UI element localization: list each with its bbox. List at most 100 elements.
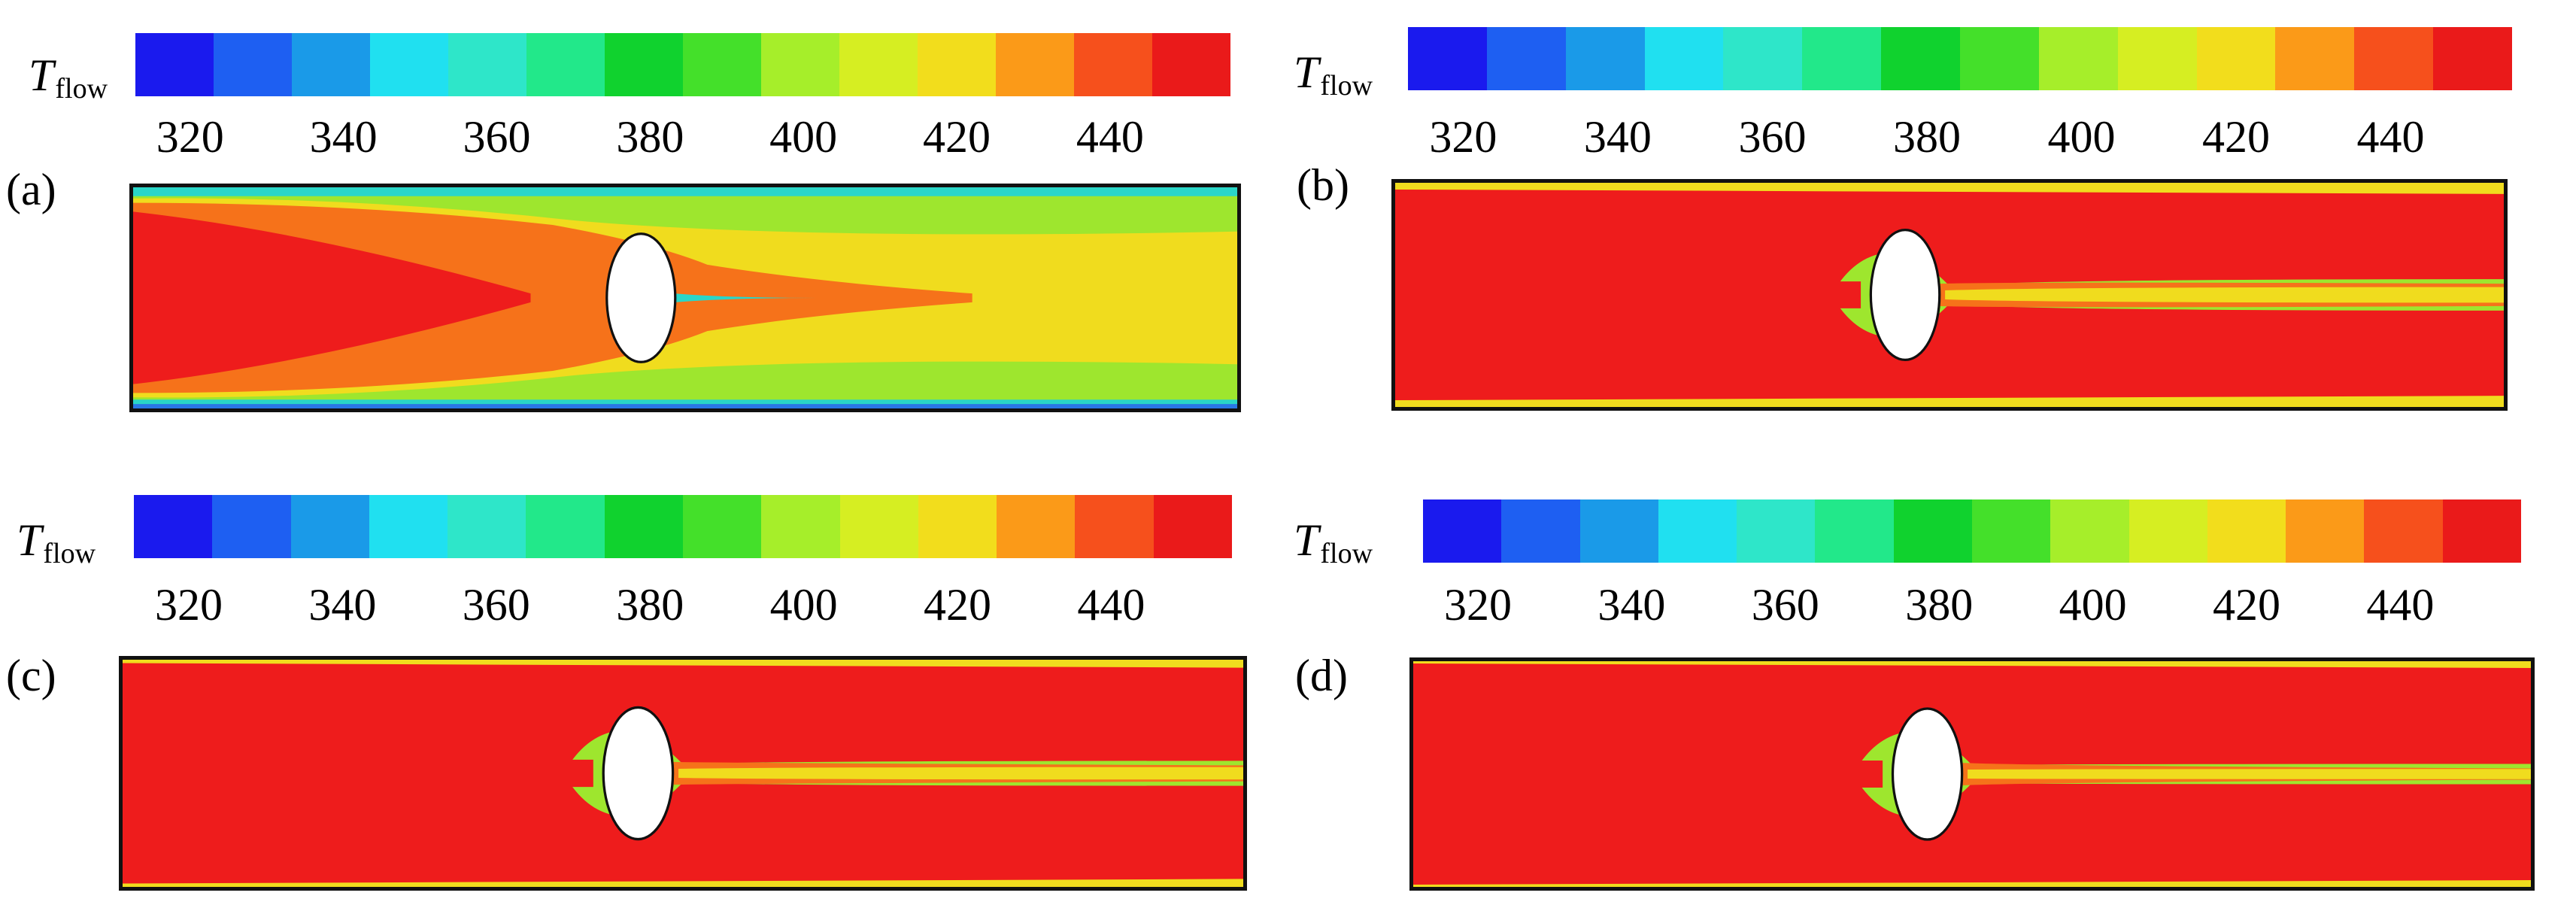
colorbar-tick-label: 420 (2213, 580, 2280, 630)
colorbar-segment (1802, 27, 1882, 90)
temperature-field (129, 184, 1241, 412)
colorbar-segment (1579, 499, 1658, 563)
colorbar (135, 33, 1230, 96)
temperature-contour (1413, 661, 2531, 887)
panel-label: (d) (1295, 651, 1348, 700)
colorbar-segment (1074, 33, 1152, 96)
colorbar-ticks: 320 340 360 380 400 420 440 (135, 114, 1230, 167)
colorbar-segment (2442, 499, 2521, 563)
colorbar-tick-label: 340 (1583, 112, 1652, 162)
colorbar-segment (1960, 27, 2039, 90)
colorbar-tick-label: 320 (1429, 112, 1497, 162)
hot-core-upstream (1395, 281, 1861, 308)
colorbar-title: Tflow (1294, 515, 1373, 569)
colorbar-segment (370, 33, 448, 96)
colorbar-segment (2433, 27, 2513, 90)
cylinder (1869, 228, 1941, 362)
colorbar-segment (1971, 499, 2051, 563)
colorbar-tick-label: 440 (1077, 580, 1145, 630)
colorbar-segment (2364, 499, 2443, 563)
colorbar-segment (1501, 499, 1580, 563)
colorbar-tick-label: 340 (308, 580, 377, 630)
colorbar-segment (839, 33, 918, 96)
colorbar (1408, 27, 2513, 90)
panel-d: Tflow 320 340 360 380 400 420 440 (d) (1288, 460, 2575, 920)
colorbar-tick-label: 360 (1751, 580, 1819, 630)
colorbar-tick-label: 340 (1597, 580, 1666, 630)
colorbar-segment (1075, 495, 1154, 558)
temperature-contour (123, 660, 1243, 887)
colorbar-segment (526, 33, 605, 96)
colorbar-segment (2117, 27, 2197, 90)
colorbar-tick-label: 360 (463, 112, 531, 162)
colorbar-tick-label: 440 (2356, 112, 2425, 162)
colorbar-tick-label: 320 (1444, 580, 1512, 630)
hot-stream-upper (1395, 189, 2504, 287)
colorbar-tick-label: 320 (155, 580, 223, 630)
cylinder (605, 232, 677, 363)
hot-stream-lower (123, 782, 1243, 884)
colorbar-segment (918, 33, 996, 96)
colorbar-segment (1152, 33, 1230, 96)
colorbar-tick-label: 360 (462, 580, 530, 630)
colorbar-segment (761, 495, 840, 558)
colorbar-tick-label: 380 (616, 112, 684, 162)
colorbar-segment (918, 495, 997, 558)
cylinder (602, 706, 675, 841)
colorbar-segment (526, 495, 605, 558)
colorbar-tick-label: 360 (1738, 112, 1807, 162)
colorbar-segment (369, 495, 448, 558)
colorbar-segment (2286, 499, 2365, 563)
colorbar-segment (1658, 499, 1737, 563)
panel-label: (a) (6, 165, 56, 214)
colorbar-segment (448, 33, 526, 96)
cylinder (1891, 707, 1964, 841)
temperature-field (1391, 179, 2508, 411)
colorbar-segment (996, 33, 1074, 96)
colorbar-ticks: 320 340 360 380 400 420 440 (1423, 582, 2521, 635)
panel-a: Tflow 320 340 360 380 400 420 440 (a) (0, 0, 1288, 460)
temperature-field (119, 656, 1247, 891)
colorbar-tick-label: 340 (309, 112, 378, 162)
panel-label: (c) (6, 651, 56, 700)
hot-stream-lower (1413, 783, 2531, 885)
colorbar-ticks: 320 340 360 380 400 420 440 (134, 582, 1232, 635)
colorbar-segment (2128, 499, 2207, 563)
colorbar-segment (135, 33, 214, 96)
wall-cool-top (133, 187, 1237, 196)
colorbar-segment (448, 495, 526, 558)
temperature-contour (133, 187, 1237, 408)
colorbar-segment (682, 495, 762, 558)
colorbar-tick-label: 400 (769, 112, 838, 162)
colorbar-tick-label: 440 (2366, 580, 2435, 630)
colorbar-tick-label: 420 (923, 112, 991, 162)
colorbar-title: Tflow (1294, 47, 1373, 102)
colorbar-segment (605, 33, 683, 96)
colorbar-tick-label: 420 (2202, 112, 2270, 162)
colorbar-segment (1893, 499, 1972, 563)
panel-label: (b) (1297, 160, 1349, 210)
colorbar-tick-label: 380 (1905, 580, 1974, 630)
colorbar-segment (2207, 499, 2286, 563)
colorbar-segment (2354, 27, 2434, 90)
colorbar-segment (1723, 27, 1803, 90)
colorbar-segment (212, 495, 291, 558)
hot-inlet-core (133, 211, 531, 384)
colorbar-tick-label: 440 (1076, 112, 1144, 162)
wake-centreline (651, 291, 818, 305)
hot-stream-upper (1413, 663, 2531, 765)
colorbar (1423, 499, 2521, 563)
temperature-field (1409, 657, 2535, 891)
colorbar-segment (1408, 27, 1487, 90)
hot-core-upstream (1413, 761, 1883, 788)
colorbar-tick-label: 380 (616, 580, 684, 630)
colorbar-segment (1815, 499, 1894, 563)
colorbar-segment (997, 495, 1076, 558)
panel-b: Tflow 320 340 360 380 400 420 440 (b) (1288, 0, 2575, 460)
colorbar-segment (1153, 495, 1232, 558)
wall-cold-bottom (133, 404, 1237, 408)
colorbar-segment (214, 33, 292, 96)
wake-yellow-core (1968, 769, 2531, 779)
colorbar-segment (134, 495, 213, 558)
hot-stream-lower (1395, 303, 2504, 401)
